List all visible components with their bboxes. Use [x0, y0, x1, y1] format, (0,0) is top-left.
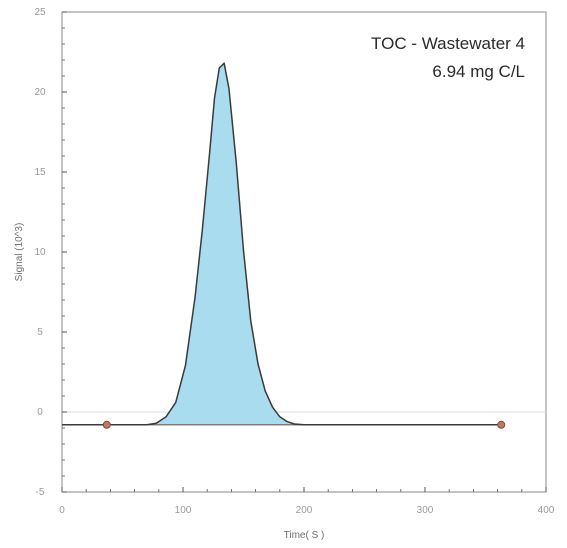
y-tick-label: 10 [34, 247, 46, 258]
x-tick-label: 300 [417, 505, 434, 516]
y-tick-label: -5 [36, 487, 45, 498]
x-tick-label: 0 [59, 505, 65, 516]
plot-frame [61, 11, 547, 493]
integration-start-marker [102, 420, 111, 429]
y-tick-label: 15 [34, 167, 46, 178]
peak-area [156, 63, 304, 425]
y-tick-label: 20 [34, 87, 46, 98]
y-tick-label: 0 [37, 407, 43, 418]
signal-line [62, 62, 498, 426]
y-tick-label: 25 [34, 7, 46, 18]
x-tick-label: 100 [175, 505, 192, 516]
annotation-concentration: 6.94 mg C/L [432, 62, 525, 81]
y-axis-title: Signal (10^3) [14, 223, 25, 282]
x-axis-title: Time( S ) [284, 530, 325, 541]
annotation-sample-name: TOC - Wastewater 4 [371, 34, 525, 53]
integration-end-marker [497, 420, 506, 429]
y-tick-label: 5 [37, 327, 43, 338]
x-tick-label: 200 [296, 505, 313, 516]
x-tick-label: 400 [538, 505, 555, 516]
